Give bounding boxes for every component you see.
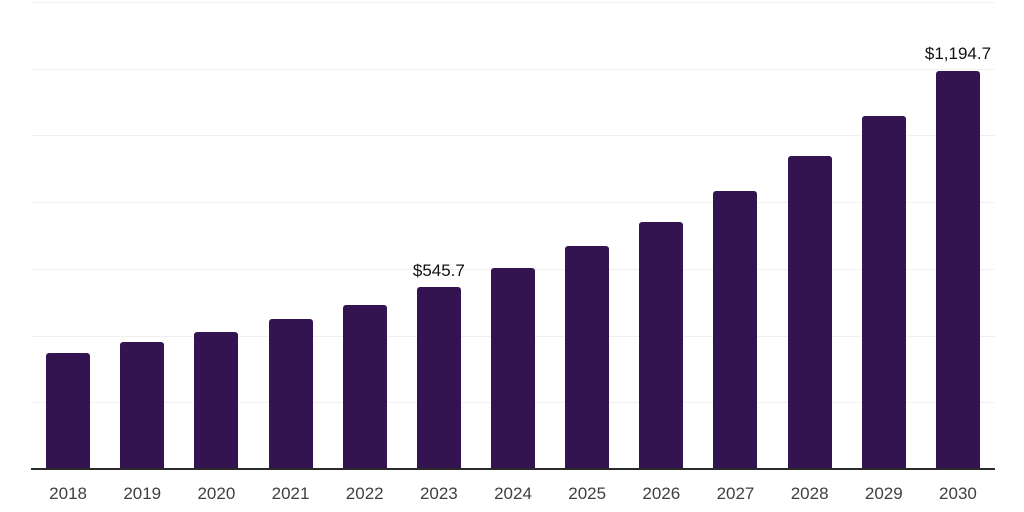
bar-slot-2020 xyxy=(179,2,253,469)
bar-slot-2019 xyxy=(105,2,179,469)
x-tick-2030: 2030 xyxy=(939,484,977,503)
x-tick-2026: 2026 xyxy=(642,484,681,503)
bar-slot-2029 xyxy=(847,2,921,469)
x-axis-tick-labels: 2018 2019 2020 2021 2022 2023 2024 2025 2026 2027… xyxy=(31,470,995,512)
x-tick-2023: 2023 xyxy=(419,484,458,503)
bar-2019[interactable] xyxy=(120,341,165,469)
gridline-1000 xyxy=(31,135,995,137)
x-tick-2021: 2021 xyxy=(271,484,310,503)
x-tick-2018: 2018 xyxy=(49,484,87,503)
bar-2024[interactable] xyxy=(491,267,536,469)
x-tick-2029: 2029 xyxy=(864,484,903,503)
x-tick-2022: 2022 xyxy=(345,484,384,503)
gridline-1400 xyxy=(31,2,995,3)
bar-2027[interactable] xyxy=(713,190,758,469)
bar-2028[interactable] xyxy=(787,155,832,469)
bar-2029[interactable] xyxy=(861,115,906,469)
bar-2022[interactable] xyxy=(342,304,387,469)
bar-slot-2030: $1,194.7 xyxy=(921,2,995,469)
x-tick-2025: 2025 xyxy=(568,484,607,503)
bar-slot-2022 xyxy=(328,2,402,469)
bar-slot-2024 xyxy=(476,2,550,469)
bar-2030[interactable] xyxy=(935,70,980,469)
data-label-2030: $1,194.7 xyxy=(924,44,992,64)
gridline-800 xyxy=(31,202,995,204)
gridline-1200 xyxy=(31,68,995,70)
x-tick-2024: 2024 xyxy=(494,484,532,503)
bar-slot-2018 xyxy=(31,2,105,469)
bar-2023[interactable] xyxy=(416,287,461,469)
x-tick-2019: 2019 xyxy=(123,484,162,503)
bar-2018[interactable] xyxy=(46,352,91,469)
bar-slot-2023: $545.7 xyxy=(402,2,476,469)
x-tick-2028: 2028 xyxy=(790,484,829,503)
x-tick-2027: 2027 xyxy=(716,484,755,503)
x-axis-line xyxy=(31,468,995,470)
bar-slot-2021 xyxy=(253,2,327,469)
data-label-2023: $545.7 xyxy=(412,260,465,280)
bar-slot-2026 xyxy=(624,2,698,469)
x-tick-2020: 2020 xyxy=(197,484,236,503)
bar-slot-2028 xyxy=(773,2,847,469)
bar-2025[interactable] xyxy=(565,245,610,469)
bar-2021[interactable] xyxy=(268,318,313,469)
bar-2020[interactable] xyxy=(194,331,239,469)
bar-slot-2027 xyxy=(698,2,772,469)
bar-slot-2025 xyxy=(550,2,624,469)
bar-2026[interactable] xyxy=(639,221,684,469)
plot-area: $545.7 $1,194.7 xyxy=(31,2,995,469)
bars-container: $545.7 $1,194.7 xyxy=(31,2,995,469)
